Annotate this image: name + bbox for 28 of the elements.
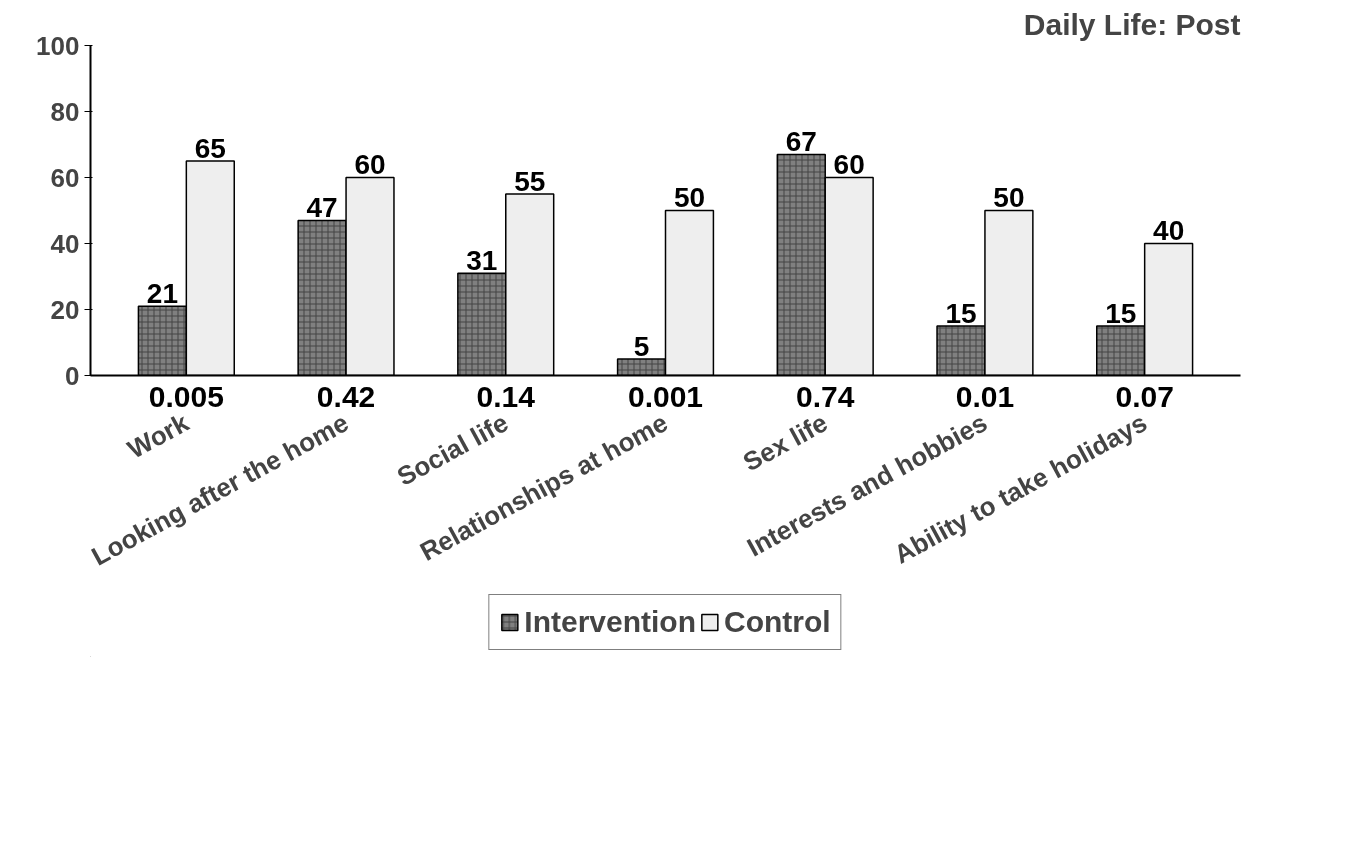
data-label: 15 — [945, 297, 977, 329]
data-label: 60 — [354, 149, 386, 181]
y-tick-label: 0 — [65, 360, 80, 391]
text: 0.001 — [627, 379, 704, 413]
data-label: 40 — [1153, 215, 1185, 247]
data-label: 65 — [194, 132, 226, 164]
data-label: 31 — [466, 244, 498, 276]
y-tick-label: 20 — [50, 294, 80, 325]
text: 0.07 — [1115, 379, 1174, 413]
data-label: 50 — [673, 182, 706, 214]
data-label: 55 — [514, 165, 546, 197]
text: 0.14 — [476, 379, 536, 413]
chart-title: Daily Life: Post — [1023, 7, 1241, 41]
data-label: 15 — [1105, 297, 1137, 329]
data-label: 47 — [306, 192, 338, 224]
y-tick-label: 40 — [50, 228, 80, 259]
y-tick-label: 100 — [36, 30, 80, 61]
data-label: 50 — [993, 182, 1025, 214]
data-label: 67 — [785, 126, 817, 158]
data-label: 60 — [833, 149, 865, 181]
legend-label: Control — [724, 605, 831, 639]
y-tick-label: 80 — [50, 96, 80, 127]
text: 0.42 — [316, 379, 376, 413]
data-label: 21 — [146, 277, 178, 309]
legend-label: Intervention — [524, 605, 697, 639]
text: 0.01 — [955, 379, 1015, 413]
y-tick-label: 60 — [50, 162, 80, 193]
data-label: 5 — [633, 330, 650, 362]
